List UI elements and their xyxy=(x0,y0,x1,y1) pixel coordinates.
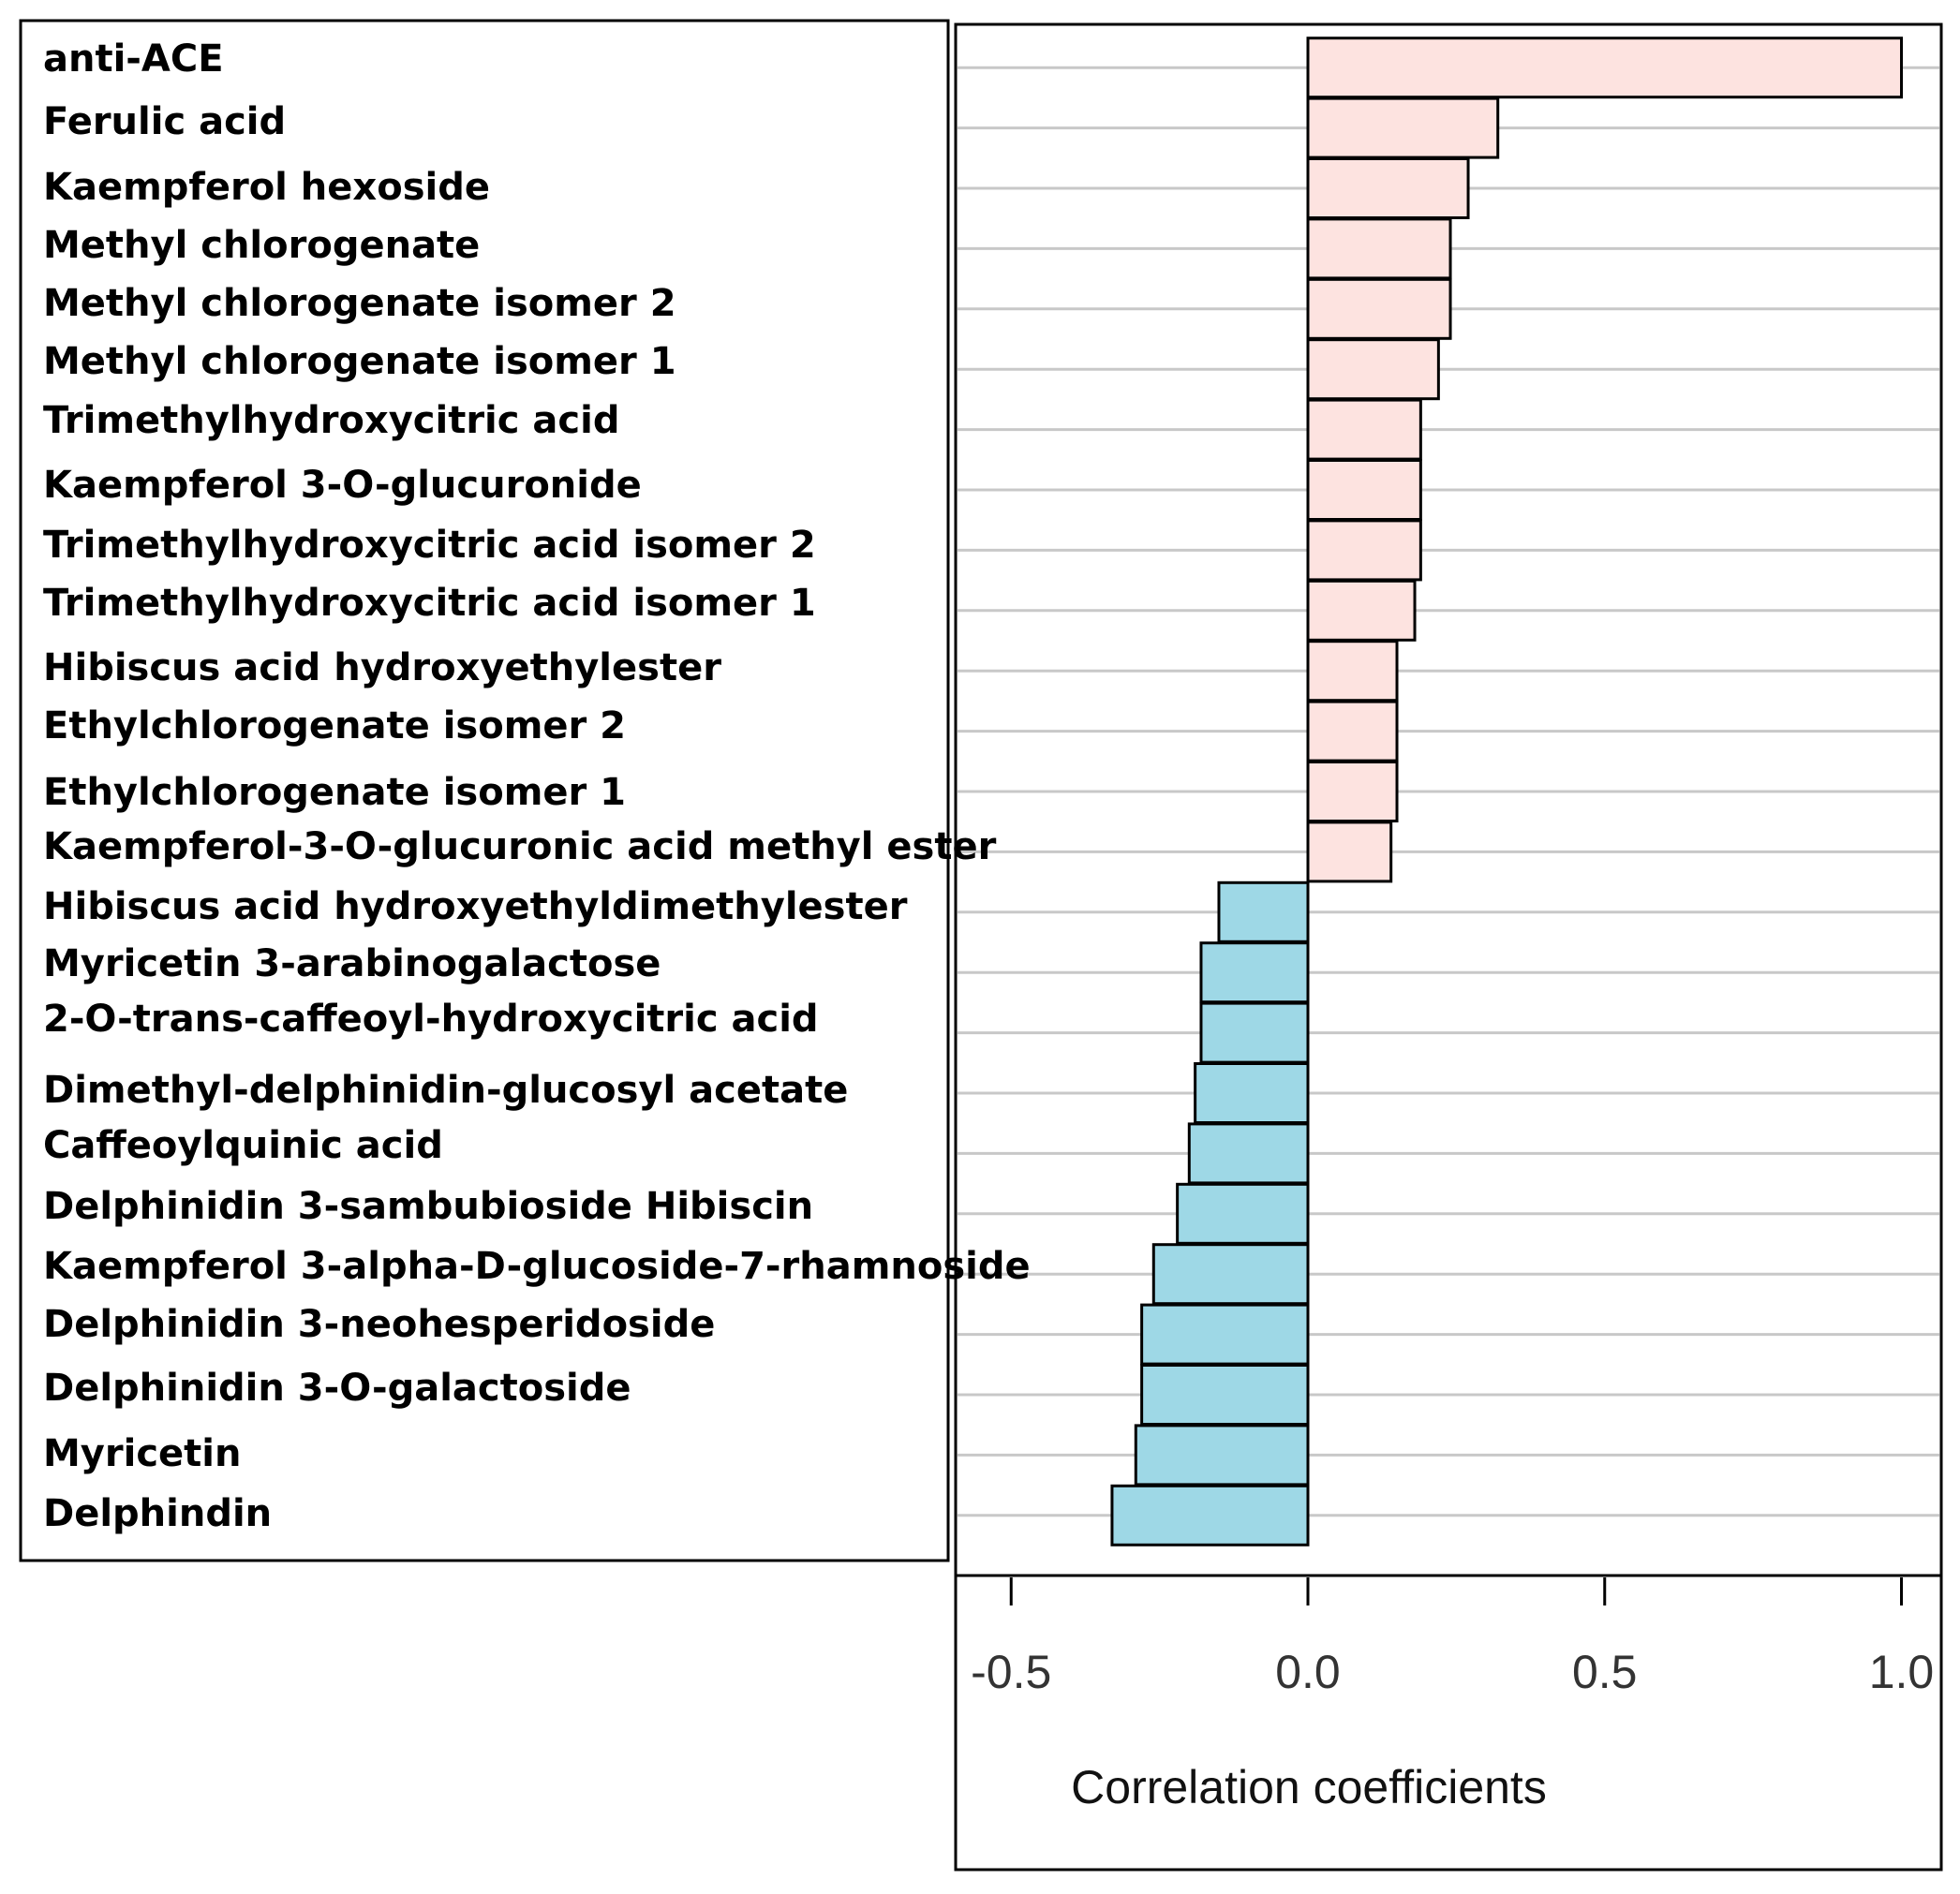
bar xyxy=(1217,880,1310,943)
category-label: Trimethylhydroxycitric acid xyxy=(43,399,619,442)
category-label: Kaempferol hexoside xyxy=(43,166,490,209)
bar xyxy=(1306,277,1452,340)
bar xyxy=(1306,519,1422,582)
bar xyxy=(1176,1182,1310,1245)
bar xyxy=(1306,338,1440,401)
category-label: Myricetin xyxy=(43,1432,241,1475)
category-label: Kaempferol 3-O-glucuronide xyxy=(43,464,642,507)
label-panel-frame xyxy=(19,19,950,1562)
category-label: Ferulic acid xyxy=(43,100,286,143)
category-label: Myricetin 3-arabinogalactose xyxy=(43,942,661,985)
bar xyxy=(1306,761,1399,822)
category-label: Delphinidin 3-neohesperidoside xyxy=(43,1303,715,1346)
x-tick-label: -0.5 xyxy=(971,1646,1051,1698)
bar xyxy=(1306,640,1399,703)
bar xyxy=(1194,1062,1310,1124)
category-label: Ethylchlorogenate isomer 1 xyxy=(43,771,626,814)
x-tick-label: 0.5 xyxy=(1572,1646,1638,1698)
bar xyxy=(1306,579,1417,642)
category-label: Hibiscus acid hydroxyethyldimethylester xyxy=(43,885,908,928)
bar xyxy=(1110,1484,1310,1546)
category-label: Delphindin xyxy=(43,1492,272,1535)
category-label: 2-O-trans-caffeoyl-hydroxycitric acid xyxy=(43,998,819,1041)
axis-panel-frame xyxy=(954,1574,1943,1872)
bar xyxy=(1306,217,1452,280)
category-label: Trimethylhydroxycitric acid isomer 2 xyxy=(43,524,816,567)
category-label: Trimethylhydroxycitric acid isomer 1 xyxy=(43,582,816,625)
bar xyxy=(1187,1122,1310,1185)
category-label: Ethylchlorogenate isomer 2 xyxy=(43,704,626,747)
category-label: Methyl chlorogenate isomer 1 xyxy=(43,340,676,383)
category-labels: anti-ACE Ferulic acid Kaempferol hexoside M… xyxy=(43,37,1031,1535)
category-label: Methyl chlorogenate isomer 2 xyxy=(43,282,676,325)
category-label: anti-ACE xyxy=(43,37,224,81)
bar xyxy=(1306,459,1422,521)
bar xyxy=(1199,941,1310,1004)
bar xyxy=(1140,1303,1310,1366)
category-label: Dimethyl-delphinidin-glucosyl acetate xyxy=(43,1069,848,1112)
bar xyxy=(1134,1424,1310,1487)
bar xyxy=(1306,157,1470,219)
category-label: Hibiscus acid hydroxyethylester xyxy=(43,646,721,689)
bar xyxy=(1199,1001,1310,1064)
bar xyxy=(1306,37,1903,99)
category-label: Caffeoylquinic acid xyxy=(43,1124,443,1167)
bars xyxy=(1110,37,1903,1546)
bar xyxy=(1306,398,1422,461)
category-label: Kaempferol 3-alpha-D-glucoside-7-rhamnos… xyxy=(43,1245,1031,1288)
x-axis: -0.5 0.0 0.5 1.0 xyxy=(971,1577,1934,1698)
category-label: Delphinidin 3-O-galactoside xyxy=(43,1367,631,1410)
bar xyxy=(1306,96,1500,159)
category-label: Kaempferol-3-O-glucuronic acid methyl es… xyxy=(43,825,997,868)
bar xyxy=(1306,700,1399,762)
bar xyxy=(1306,821,1393,883)
x-tick-label: 1.0 xyxy=(1869,1646,1935,1698)
category-label: Methyl chlorogenate xyxy=(43,224,480,267)
bar xyxy=(1140,1364,1310,1426)
x-axis-title: Correlation coefficients xyxy=(1071,1761,1547,1813)
x-tick-label: 0.0 xyxy=(1275,1646,1341,1698)
category-label: Delphinidin 3-sambubioside Hibiscin xyxy=(43,1185,813,1228)
bar xyxy=(1151,1243,1310,1306)
